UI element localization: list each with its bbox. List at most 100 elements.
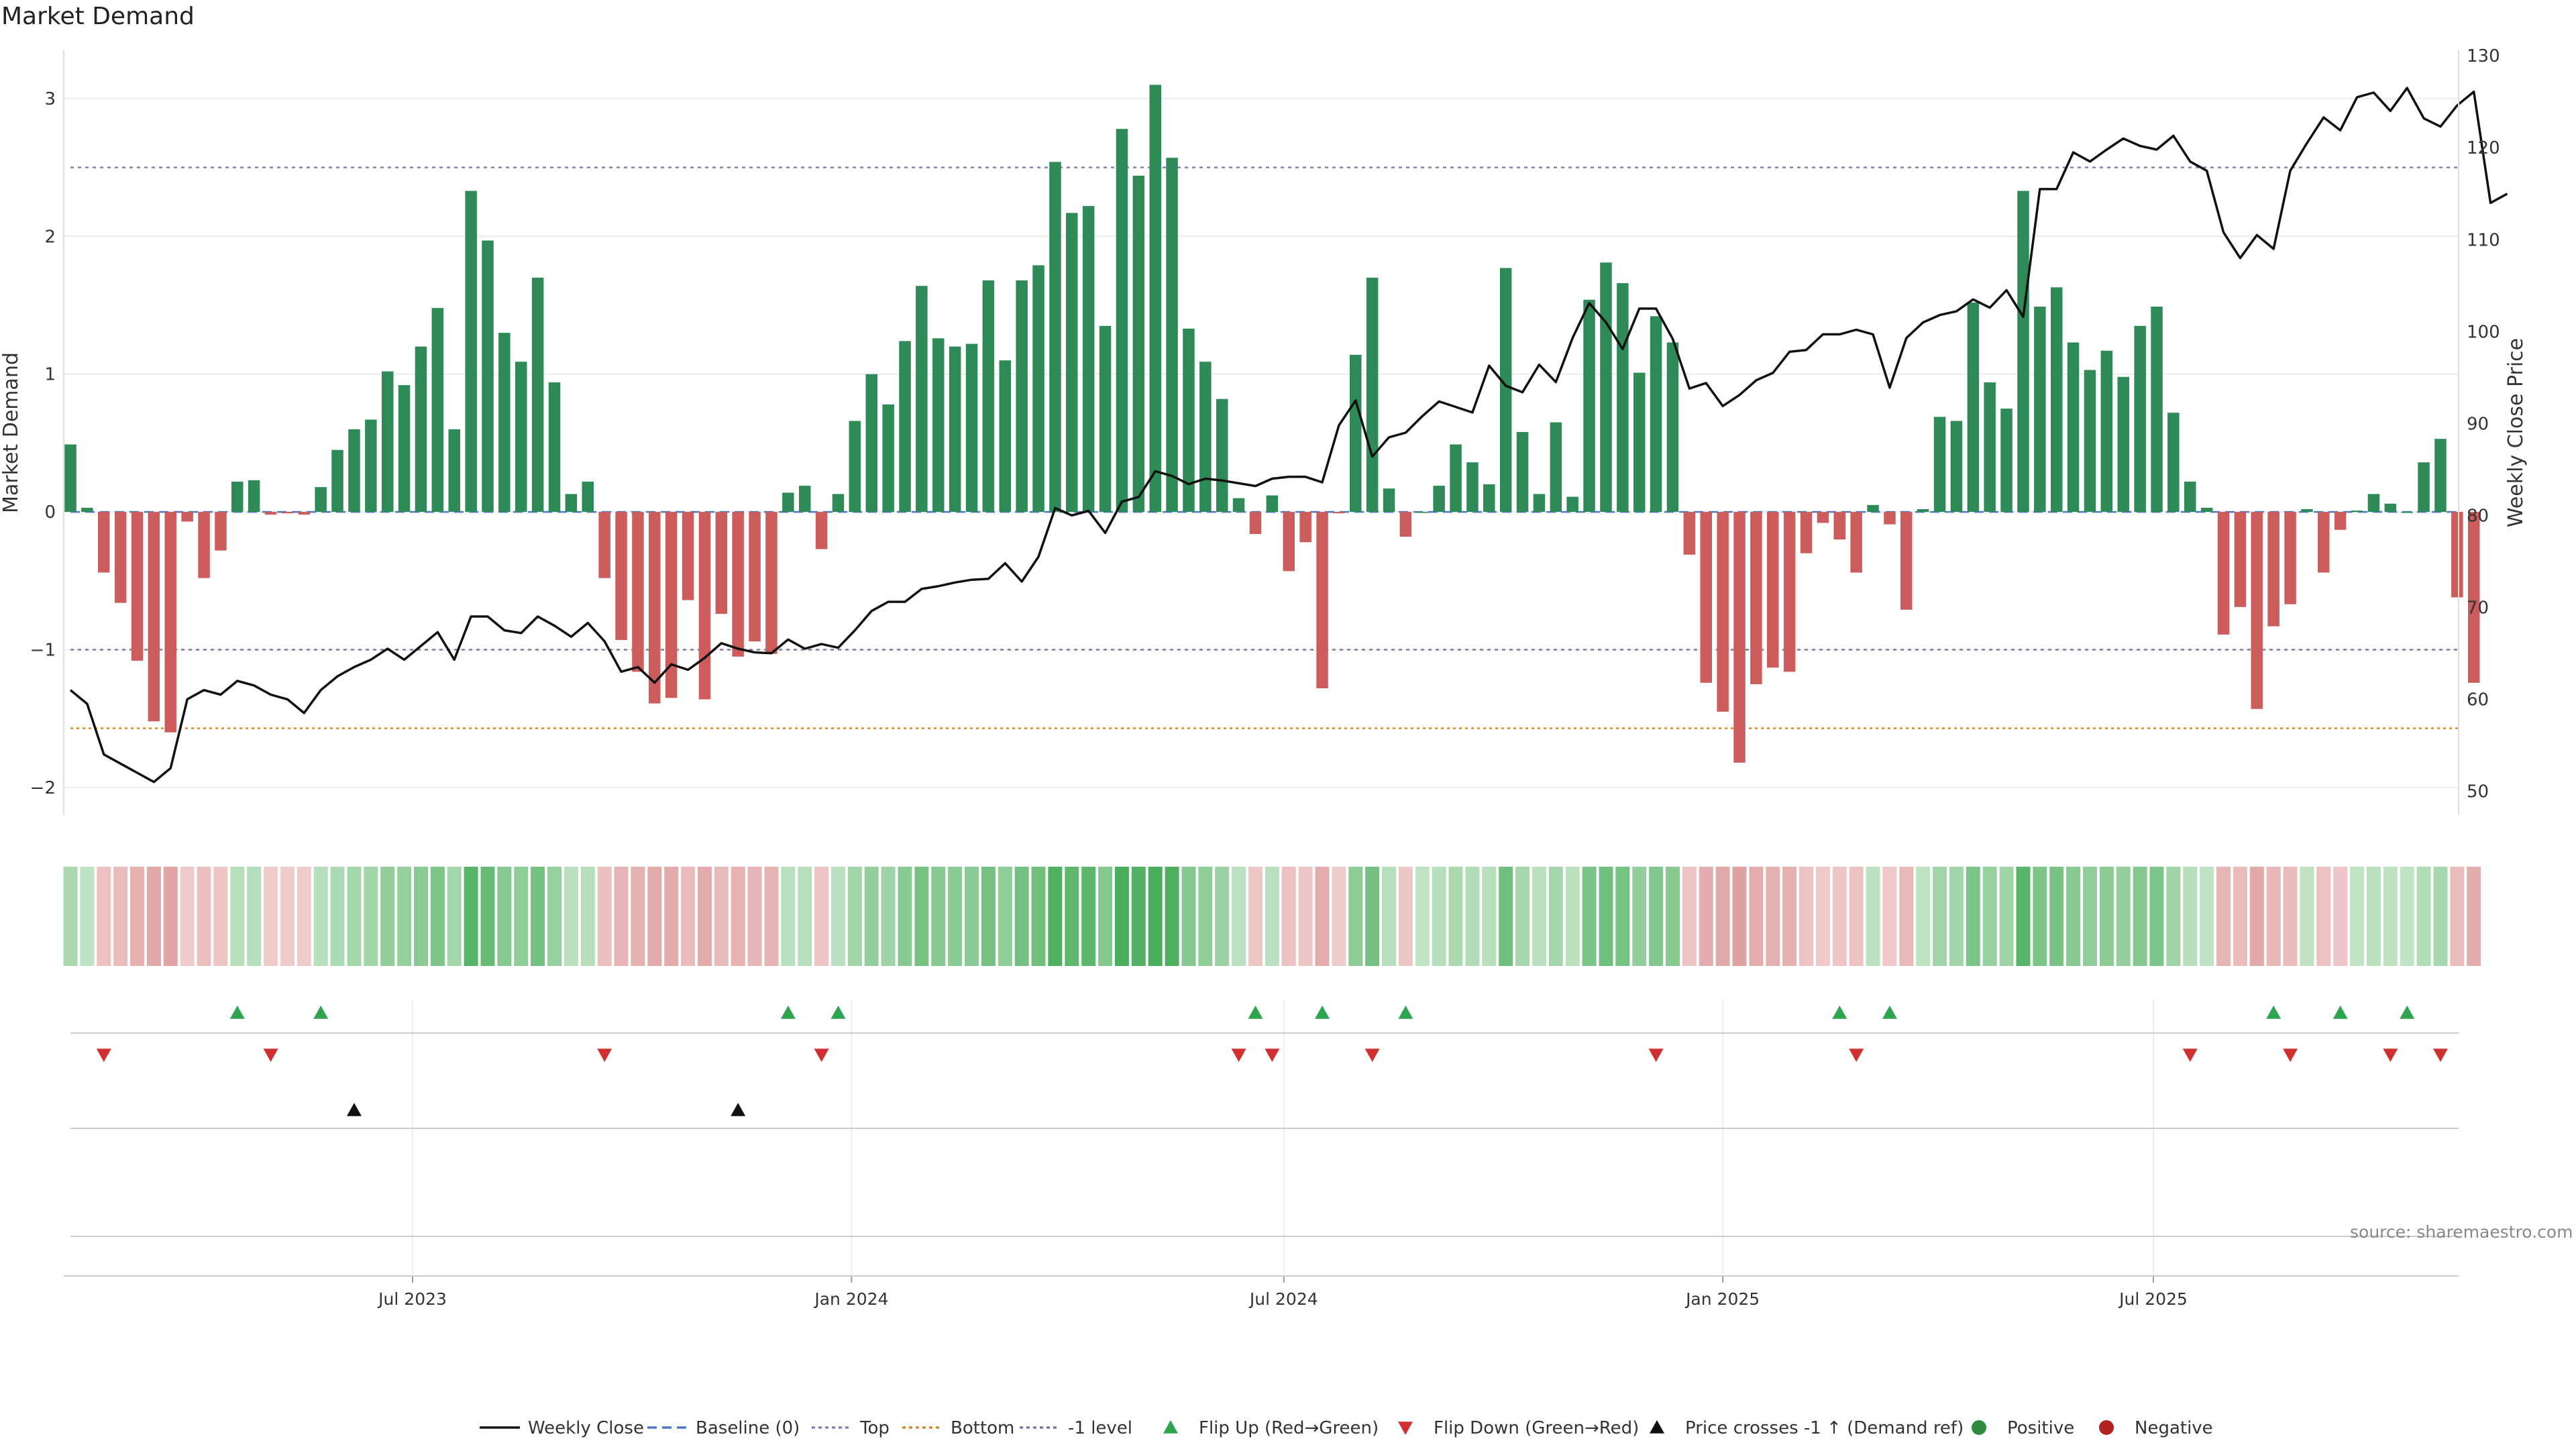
demand-bar [1116,129,1128,513]
heat-cell [514,867,529,966]
x-tick-label: Jul 2025 [2118,1289,2188,1309]
heat-cell [981,867,996,966]
heat-cell [898,867,912,966]
demand-bar [1099,325,1112,513]
heat-cell [564,867,578,966]
heat-cell [1014,867,1029,966]
demand-bar [2418,462,2430,513]
demand-bar [1833,512,1845,540]
demand-bar [1149,85,1161,513]
demand-bar [832,494,845,513]
heat-cell [1031,867,1046,966]
demand-bar [1650,316,1662,513]
demand-bar [682,512,694,600]
heat-cell [464,867,478,966]
heat-cell [380,867,395,966]
demand-bar [365,419,377,513]
demand-bar [865,374,877,513]
demand-bar [782,492,794,513]
heat-cell [2283,867,2298,966]
price-cross-marker [346,1103,362,1116]
demand-bar [315,487,327,513]
heat-cell [280,867,294,966]
heat-cell [631,867,645,966]
demand-bar [949,346,961,513]
heat-cell [1098,867,1113,966]
demand-bar [2184,481,2196,513]
heat-cell [597,867,612,966]
demand-bar [965,343,978,513]
demand-bar [1800,512,1813,553]
heat-cell [2433,867,2448,966]
heat-cell [1048,867,1063,966]
legend-label: Positive [2007,1418,2074,1438]
demand-bar [348,429,360,513]
demand-bar [1483,484,1495,513]
heat-cell [2249,867,2264,966]
demand-bar [1082,206,1095,513]
heat-cell [948,867,963,966]
x-tick-label: Jan 2024 [813,1289,888,1309]
heat-cell [2216,867,2231,966]
heat-cell [1465,867,1480,966]
demand-bar [1283,512,1295,572]
flip-down-marker [1364,1049,1380,1062]
demand-bar [1917,509,1929,513]
legend-label: Negative [2135,1418,2213,1438]
demand-bar [2384,503,2397,513]
heat-cell [2333,867,2348,966]
demand-bar [264,512,277,515]
flip-up-marker [1882,1006,1897,1019]
heat-cell [1248,867,1263,966]
demand-bar [2301,509,2313,513]
demand-bar [431,308,444,513]
demand-bar [498,333,511,513]
heat-cell [2033,867,2047,966]
legend-item: Weekly Close [480,1418,644,1438]
demand-bar [415,346,427,513]
flip-down-marker [2383,1049,2398,1062]
demand-bar [1450,444,1462,513]
y-tick-label: −1 [30,641,56,661]
chart-title: Market Demand [1,3,195,30]
heat-cell [2233,867,2247,966]
demand-bar [749,512,761,642]
demand-bar [114,512,127,603]
heat-strip [63,867,2481,966]
grid-layer [64,97,2459,1278]
y2-tick-label: 130 [2467,46,2500,66]
demand-bar [1566,496,1578,513]
demand-bar [1383,488,1395,513]
demand-bar [2117,376,2129,513]
flip-down-marker [96,1049,111,1062]
heat-cell [1782,867,1797,966]
heat-cell [1532,867,1546,966]
legend: Weekly Close Baseline (0) Top Bottom -1 leve… [480,1418,2213,1438]
legend-item: -1 level [1020,1418,1132,1438]
heat-cell [1866,867,1880,966]
demand-bar [1967,302,1980,513]
heat-cell [1148,867,1163,966]
flip-down-marker [2283,1049,2298,1062]
demand-bar [1984,382,1996,513]
flip-down-marker [2182,1049,2198,1062]
demand-bar [932,338,945,513]
demand-bar [331,449,343,513]
heat-cell [364,867,378,966]
demand-bar [198,512,210,578]
legend-swatch [1650,1420,1664,1434]
y2-tick-label: 120 [2467,138,2500,158]
demand-bar [1333,512,1345,514]
demand-bar [2234,512,2247,607]
demand-bar [1466,462,1479,513]
heat-cell [1398,867,1413,966]
demand-bar [1550,422,1562,513]
heat-cell [2416,867,2431,966]
demand-bar [98,512,110,573]
heat-cell [1432,867,1446,966]
demand-bar [181,512,193,522]
heat-cell [1232,867,1246,966]
heat-cell [480,867,495,966]
demand-bar [2367,494,2380,513]
demand-bar [531,277,544,513]
